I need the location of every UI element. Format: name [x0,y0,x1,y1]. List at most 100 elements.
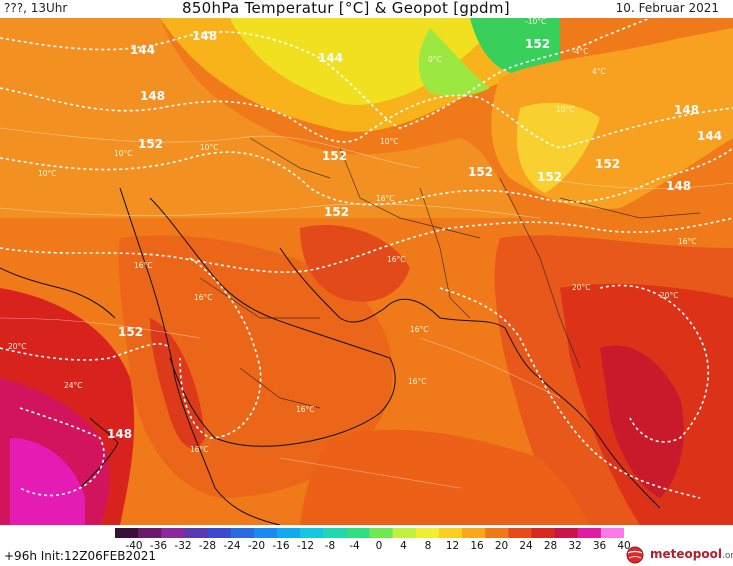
logo-globe-icon [626,546,644,564]
colorbar-labels: -40 -36 -32 -28 -24 -20 -16 -12 -8 -4 0 4 8 12 16 20 24 2… [105,540,635,554]
temp-label: -4°C [572,47,588,56]
colorbar-tick-label: -28 [198,540,217,552]
geopot-label: 148 [674,103,699,117]
geopot-label: 144 [697,129,722,143]
valid-time-label: ???, 13Uhr [4,1,68,15]
colorbar-segment [369,528,394,538]
geopot-label: 144 [130,43,155,57]
africa-pink-region [10,438,85,525]
meteopool-logo: meteopool.org [620,545,733,565]
temp-label: 10°C [38,169,57,178]
colorbar-tick-label: 4 [400,540,407,552]
colorbar-segment [276,528,301,538]
colorbar-segment [508,528,532,538]
geopot-label: 152 [118,325,143,339]
india-hottest-region [600,345,684,498]
colorbar-tick-label: -4 [349,540,360,552]
temp-label: 16°C [190,445,209,454]
colorbar-segment [253,528,278,538]
colorbar-tick-label: -40 [125,540,143,552]
colorbar-tick-label: -24 [223,540,241,552]
colorbar-segment [600,528,624,538]
colorbar-tick-label: 32 [568,540,582,552]
geopot-label: 144 [318,51,343,65]
temp-label: 16°C [376,194,395,203]
temp-label: 16°C [296,405,315,414]
temp-label: 10°C [200,143,219,152]
temp-label: 10°C [114,149,133,158]
geopot-label: 148 [140,89,165,103]
temp-label: 24°C [64,381,83,390]
colorbar-segment [230,528,255,538]
geopot-label: 152 [324,205,349,219]
temp-label: 20°C [8,342,27,351]
header-bar: ???, 13Uhr 850hPa Temperatur [°C] & Geop… [0,0,733,18]
colorbar-tick-label: 16 [470,540,484,552]
colorbar-segment [184,528,209,538]
colorbar-segment [415,528,440,538]
map-title: 850hPa Temperatur [°C] & Geopot [gpdm] [182,0,510,17]
geopot-label: 152 [468,165,493,179]
colorbar-segments [115,528,624,538]
colorbar [115,528,624,538]
temp-label: 16°C [410,325,429,334]
run-info: +96h Init:12Z06FEB2021 [4,549,156,563]
colorbar-tick-label: 24 [519,540,533,552]
temp-label: 16°C [134,261,153,270]
temperature-isotherms [0,127,733,489]
geopotential-isolines [0,18,733,499]
colorbar-segment [323,528,347,538]
colorbar-tick-label: 0 [375,540,383,552]
geopot-label: 152 [525,37,550,51]
colorbar-tick-label: 12 [445,540,460,552]
temp-label: 16°C [387,255,406,264]
colorbar-segment [485,528,509,538]
colorbar-segment [554,528,579,538]
colorbar-tick-label: -20 [247,540,266,552]
colorbar-segment [138,528,162,538]
colorbar-segment [531,528,556,538]
arabian-sea-region [300,429,590,525]
colorbar-segment [161,528,185,538]
orange-north-band [0,18,520,218]
colorbar-tick-label: -36 [149,540,168,552]
temp-label: -10°C [525,18,546,26]
colorbar-tick-label: 28 [543,540,558,552]
colorbar-segment [207,528,232,538]
geopot-label: 148 [666,179,691,193]
colorbar-tick-label: -32 [174,540,192,552]
country-borders [199,137,701,409]
coastlines [0,187,661,525]
colorbar-tick-label: 20 [494,540,509,552]
colorbar-segment [300,528,324,538]
logo-suffix: .org [721,551,733,561]
colorbar-segment [392,528,417,538]
colorbar-tick-label: -8 [324,540,336,552]
geopot-label: 148 [107,427,132,441]
lime-region [418,28,490,97]
colorbar-segment [462,528,486,538]
geopot-label: 152 [322,149,347,163]
geopot-label: 148 [192,29,217,43]
temp-label: 10°C [380,137,399,146]
temperature-label-group: -10°C 0°C -4°C 4°C 10°C 10°C 10°C 10°C 1… [8,18,697,454]
colorbar-segment [577,528,602,538]
red-sea-warm [150,318,205,449]
geopot-label: 152 [537,170,562,184]
geopot-label: 152 [138,137,163,151]
temp-label: 16°C [194,293,213,302]
temp-label: 20°C [660,291,679,300]
colorbar-segment [115,528,139,538]
green-region [470,18,560,80]
temp-label: 20°C [572,283,591,292]
temp-label: 16°C [408,377,427,386]
iran-warm [300,224,410,302]
temp-label: 4°C [592,67,606,76]
geopot-label: 152 [595,157,620,171]
colorbar-tick-label: 8 [424,540,432,552]
temp-label: 0°C [428,55,442,64]
colorbar-segment [346,528,370,538]
colorbar-segment [438,528,463,538]
colorbar-tick-label: 36 [592,540,607,552]
date-label: 10. Februar 2021 [615,1,719,15]
